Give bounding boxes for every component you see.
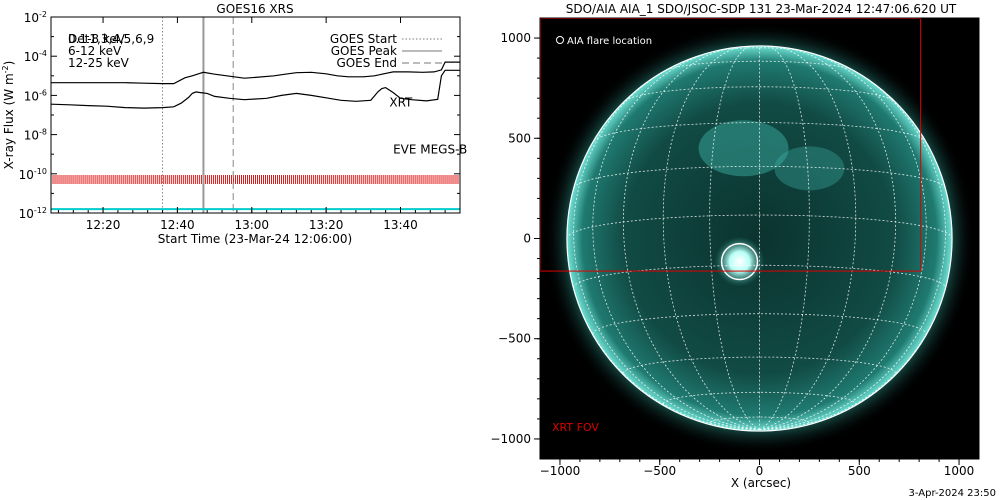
series-line-1: [51, 69, 460, 109]
x-tick-label: 13:40: [383, 218, 418, 232]
aia-flare-location-circle: [720, 242, 759, 281]
goes-event-legend: GOES Start GOES Peak GOES End: [330, 32, 442, 70]
active-region: [698, 120, 789, 177]
grid-longitude-line: [759, 45, 810, 430]
y-tick-base: 10: [24, 129, 39, 143]
legend-goes-peak-label: GOES Peak: [331, 44, 397, 58]
aia-y-tick-label: 500: [508, 131, 531, 145]
aia-image-title: SDO/AIA AIA_1 SDO/JSOC-SDP 131 23-Mar-20…: [566, 2, 957, 16]
y-tick-base: 10: [24, 50, 39, 64]
legend-band-3: 12-25 keV: [68, 56, 130, 70]
y-tick-base: 10: [24, 11, 39, 25]
aia-x-tick-label: 0: [756, 464, 764, 478]
y-tick-label: 10-4: [24, 49, 47, 64]
x-tick-label: 12:40: [160, 218, 195, 232]
grid-latitude-line: [593, 122, 926, 142]
aia-x-axis-label: X (arcsec): [731, 476, 791, 490]
lightcurve-series: [51, 61, 460, 211]
legend-band-1: Det1,3,4,5,6,9: [68, 32, 154, 46]
series-line-0: [51, 61, 460, 85]
y-label-exponent: -2: [1, 65, 10, 73]
y-tick-label: 10-12: [19, 206, 47, 221]
xrt-fov-label: XRT FOV: [552, 421, 599, 434]
lightcurve-x-axis-label: Start Time (23-Mar-24 12:06:00): [158, 232, 352, 246]
grid-longitude-line: [622, 47, 760, 430]
lightcurve-x-ticks: 12:20 12:40 13:00 13:20 13:40: [57, 17, 446, 232]
grid-latitude-line: [624, 86, 895, 102]
aia-y-tick-label: −500: [498, 332, 531, 346]
y-tick-label: 10-10: [19, 167, 47, 182]
y-tick-label: 10-2: [24, 10, 47, 25]
legend-goes-end-label: GOES End: [336, 56, 397, 70]
x-tick-label: 13:20: [309, 218, 344, 232]
xrt-annotation: XRT: [389, 95, 413, 109]
grid-latitude-line: [573, 166, 946, 189]
y-tick-label: 10-8: [24, 128, 47, 143]
y-tick-base: 10: [19, 207, 34, 221]
lightcurve-y-axis-label: X-ray Flux (W m-2): [1, 61, 16, 170]
legend-goes-start-label: GOES Start: [330, 32, 397, 46]
grid-latitude-line: [622, 356, 897, 374]
aia-x-tick-label: 1000: [944, 464, 975, 478]
disk-features: [566, 45, 953, 430]
flare-legend-marker: [556, 36, 564, 44]
y-tick-exponent: -2: [39, 10, 47, 19]
grid-longitude-line: [662, 46, 760, 430]
y-tick-exponent: -4: [39, 49, 47, 58]
x-tick-label: 13:00: [234, 218, 269, 232]
y-label-close: ): [2, 61, 16, 66]
grid-latitude-line: [592, 313, 927, 335]
y-tick-exponent: -8: [39, 128, 47, 137]
aia-x-tick-label: 500: [848, 464, 871, 478]
y-tick-exponent: -10: [34, 167, 47, 176]
lightcurve-plot-area: [51, 17, 460, 213]
y-tick-exponent: -6: [39, 88, 47, 97]
lightcurve-title: GOES16 XRS: [216, 2, 293, 16]
grid-longitude-line: [759, 47, 897, 430]
y-tick-base: 10: [19, 168, 34, 182]
aia-image-panel: SDO/AIA AIA_1 SDO/JSOC-SDP 131 23-Mar-20…: [490, 2, 980, 490]
grid-longitude-line: [709, 45, 760, 430]
solar-limb: [566, 45, 953, 432]
xrt-observation-ticks: [51, 175, 460, 184]
y-tick-base: 10: [24, 89, 39, 103]
footer-timestamp: 3-Apr-2024 23:50: [909, 488, 996, 499]
grid-longitude-line: [759, 46, 857, 430]
aia-x-tick-label: −500: [643, 464, 676, 478]
legend-band-0: 0.1-8 keV: [68, 32, 126, 46]
grid-latitude-line: [566, 214, 953, 239]
aia-y-tick-label: 1000: [500, 31, 531, 45]
x-tick-label: 12:20: [86, 218, 121, 232]
heliographic-grid: [566, 45, 953, 430]
y-label-main: X-ray Flux (W m: [2, 73, 16, 169]
active-region: [774, 146, 845, 191]
flare-legend-label: AIA flare location: [567, 36, 652, 47]
goes-event-lines: [162, 17, 234, 213]
aia-y-tick-label: −1000: [490, 432, 531, 446]
legend-band-2: 6-12 keV: [68, 44, 122, 58]
y-tick-label: 10-6: [24, 88, 47, 103]
aia-y-tick-label: 0: [523, 232, 531, 246]
solar-disk: [566, 45, 953, 432]
aia-x-tick-label: −1000: [540, 464, 581, 478]
eve-megs-annotation: EVE MEGS-B: [393, 142, 467, 156]
aia-x-ticks: −1000 −500 0 500 1000: [540, 459, 975, 478]
y-tick-exponent: -12: [34, 206, 47, 215]
energy-band-legend: 0.1-8 keV Det1,3,4,5,6,9 6-12 keV 12-25 …: [68, 32, 154, 70]
aia-y-ticks: −1000 −500 0 500 1000: [490, 31, 540, 446]
goes-xrs-panel: GOES16 XRS 12:20 12:40 13:00 13:20 13:40 10-…: [1, 2, 467, 246]
